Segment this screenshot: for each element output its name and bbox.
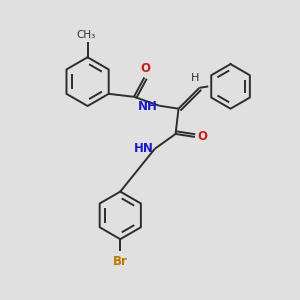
Text: CH₃: CH₃ — [76, 30, 96, 40]
Text: NH: NH — [138, 100, 158, 113]
Text: O: O — [198, 130, 208, 143]
Text: Br: Br — [113, 255, 128, 268]
Text: O: O — [140, 61, 150, 74]
Text: H: H — [191, 73, 199, 82]
Text: HN: HN — [134, 142, 153, 155]
